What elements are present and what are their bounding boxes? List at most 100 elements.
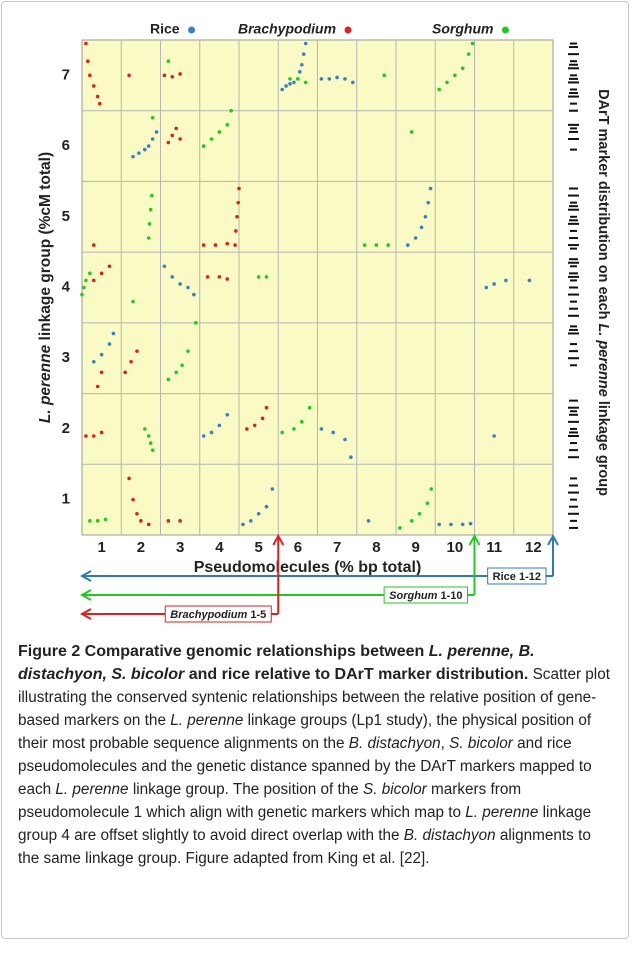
y-tick-label: 2 xyxy=(62,420,70,437)
data-point xyxy=(192,292,196,297)
data-point xyxy=(162,264,167,269)
arrow-head xyxy=(79,589,92,601)
data-point xyxy=(150,137,155,141)
data-point xyxy=(256,511,261,516)
dart-marker xyxy=(568,332,579,335)
x-tick-label: 5 xyxy=(254,539,262,556)
data-point xyxy=(91,84,96,88)
dart-marker xyxy=(569,328,578,331)
data-point xyxy=(264,405,269,410)
dart-marker xyxy=(569,431,578,434)
x-tick-label: 10 xyxy=(447,539,464,556)
data-point xyxy=(95,94,100,99)
data-point xyxy=(460,522,465,527)
data-point xyxy=(205,275,210,279)
data-point xyxy=(91,278,96,283)
range-label: Sorghum 1-10 xyxy=(389,590,462,602)
data-point xyxy=(80,292,84,297)
dart-marker xyxy=(570,60,577,63)
arrow-head xyxy=(79,570,92,582)
data-point xyxy=(143,147,147,152)
dart-marker xyxy=(570,215,577,218)
dart-marker xyxy=(569,449,578,452)
data-point xyxy=(428,186,433,191)
label-part: 1-10 xyxy=(437,590,462,602)
dart-marker xyxy=(569,258,578,261)
x-tick-label: 7 xyxy=(333,539,341,556)
data-point xyxy=(135,349,139,353)
data-point xyxy=(148,441,153,445)
data-point xyxy=(343,437,347,442)
data-point xyxy=(235,214,239,219)
dart-marker xyxy=(569,46,578,49)
data-point xyxy=(217,130,222,134)
dart-marker xyxy=(569,484,578,487)
caption: Figure 2 Comparative genomic relationshi… xyxy=(18,640,616,870)
label-part: linkage group (%cM total) xyxy=(37,152,54,345)
data-point xyxy=(296,77,300,81)
data-point xyxy=(131,299,135,304)
dart-marker xyxy=(569,205,578,208)
arrow-head xyxy=(547,533,559,546)
data-point xyxy=(225,241,230,246)
dart-marker xyxy=(568,208,579,211)
caption-part: B. distachyon xyxy=(348,735,441,752)
dart-marker xyxy=(570,364,577,367)
caption-part: linkage group. The position of the xyxy=(128,781,364,798)
dart-marker xyxy=(570,229,577,232)
x-tick-label: 1 xyxy=(97,539,105,556)
data-point xyxy=(150,448,155,452)
data-point xyxy=(166,519,171,523)
data-point xyxy=(423,214,428,219)
data-point xyxy=(492,434,496,438)
x-tick-label: 2 xyxy=(137,539,145,556)
data-point xyxy=(91,243,96,247)
caption-part: L. perenne, B. distachyon, S. bicolor xyxy=(18,643,535,683)
data-point xyxy=(335,75,339,80)
data-point xyxy=(236,200,241,205)
data-point xyxy=(349,455,353,460)
legend-label: Rice xyxy=(150,21,180,37)
legend-label: Sorghum xyxy=(432,21,493,37)
dart-marker xyxy=(569,399,578,402)
data-point xyxy=(426,200,430,205)
dart-marker xyxy=(570,201,577,204)
data-point xyxy=(135,511,139,516)
dart-marker xyxy=(570,325,577,328)
data-point xyxy=(99,352,104,357)
data-point xyxy=(300,62,304,67)
dart-marker xyxy=(568,314,579,317)
data-point xyxy=(174,126,178,131)
data-point xyxy=(91,434,96,438)
dart-marker xyxy=(569,272,578,275)
dart-marker xyxy=(569,350,578,353)
data-point xyxy=(264,275,269,279)
dart-marker xyxy=(568,420,579,423)
y-tick-label: 5 xyxy=(62,208,70,225)
y-tick-label: 7 xyxy=(62,66,70,83)
data-point xyxy=(288,82,292,86)
dart-marker xyxy=(568,53,579,56)
data-point xyxy=(366,519,371,523)
dart-marker xyxy=(569,92,578,95)
data-point xyxy=(97,101,102,106)
data-point xyxy=(386,243,390,247)
label-part: DArT marker distribution on each xyxy=(595,89,611,323)
data-point xyxy=(284,84,288,88)
data-point xyxy=(468,521,473,526)
data-point xyxy=(362,243,367,247)
dart-marker xyxy=(570,477,577,480)
data-point xyxy=(166,377,171,382)
right-axis-title: DArT marker distribution on each L. pere… xyxy=(595,89,611,496)
x-tick-label: 3 xyxy=(176,539,184,556)
dart-marker xyxy=(570,498,577,501)
dart-marker xyxy=(570,519,577,522)
arrow-head xyxy=(468,533,481,546)
dart-marker xyxy=(569,187,578,190)
dart-marker xyxy=(570,127,577,130)
label-part: Rice xyxy=(493,571,516,583)
dart-marker xyxy=(568,491,579,494)
dart-marker xyxy=(568,194,579,197)
data-point xyxy=(260,416,265,421)
data-point xyxy=(351,80,355,85)
